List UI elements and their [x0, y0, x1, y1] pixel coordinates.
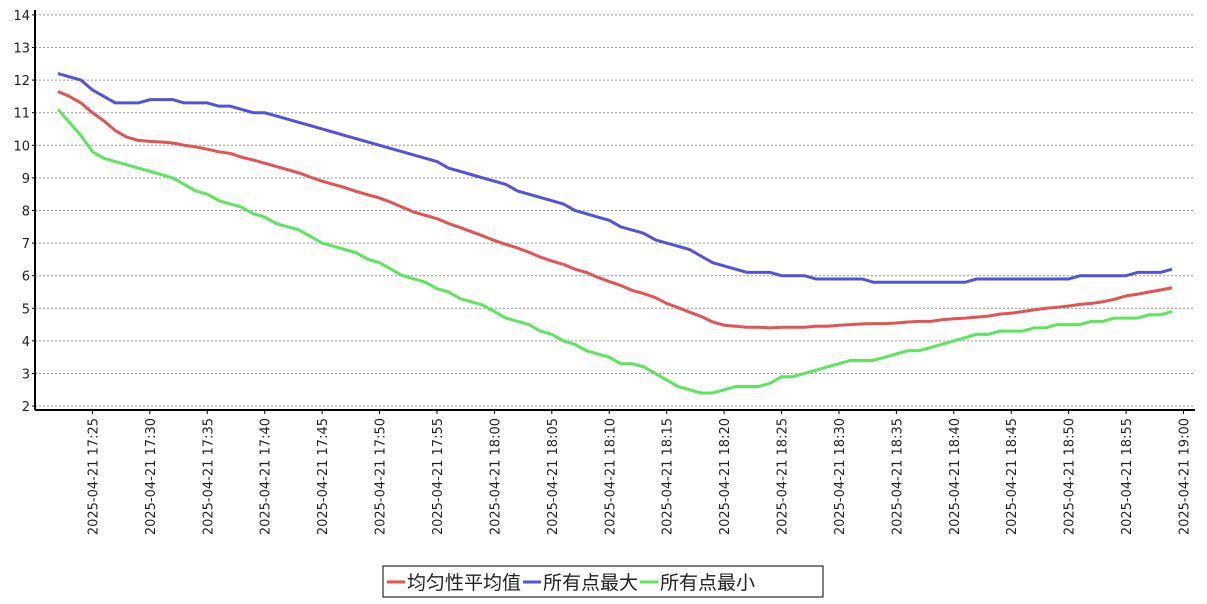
y-tick-label: 12 [13, 74, 30, 89]
y-tick-label: 5 [22, 302, 30, 317]
x-tick-label: 2025-04-21 18:35 [890, 418, 905, 535]
legend-box [382, 565, 824, 598]
y-tick-label: 3 [22, 367, 30, 382]
x-tick-label: 2025-04-21 18:40 [948, 418, 963, 535]
y-tick-label: 7 [22, 237, 30, 252]
x-tick-label: 2025-04-21 18:55 [1120, 418, 1135, 535]
x-tick-label: 2025-04-21 17:40 [259, 418, 274, 535]
x-tick-label: 2025-04-21 18:50 [1063, 418, 1078, 535]
x-tick-label: 2025-04-21 17:45 [316, 418, 331, 535]
x-tick-label: 2025-04-21 18:20 [718, 418, 733, 535]
legend-label: 均匀性平均值 [407, 572, 521, 594]
x-tick-label: 2025-04-21 18:10 [603, 418, 618, 535]
legend-label: 所有点最大 [543, 572, 638, 594]
series-line [57, 72, 1173, 284]
y-tick-label: 13 [13, 41, 30, 56]
x-tick-label: 2025-04-21 18:15 [661, 418, 676, 535]
y-tick-label: 10 [13, 139, 30, 154]
series-line [57, 90, 1173, 330]
x-tick-label: 2025-04-21 17:55 [431, 418, 446, 535]
x-tick-label: 2025-04-21 18:45 [1005, 418, 1020, 535]
y-tick-label: 8 [22, 204, 30, 219]
y-tick-label: 14 [13, 9, 30, 24]
y-tick-label: 11 [13, 107, 30, 122]
y-tick-label: 6 [22, 270, 30, 285]
legend-label: 所有点最小 [660, 572, 755, 594]
x-tick-label: 2025-04-21 17:35 [201, 418, 216, 535]
x-tick-label: 2025-04-21 17:25 [86, 418, 101, 535]
x-tick-label: 2025-04-21 17:50 [374, 418, 389, 535]
y-tick-label: 9 [22, 172, 30, 187]
y-tick-label: 4 [22, 335, 30, 350]
x-tick-label: 2025-04-21 17:30 [144, 418, 159, 535]
series-line [56, 108, 1173, 395]
x-tick-label: 2025-04-21 18:00 [488, 418, 503, 535]
x-tick-label: 2025-04-21 18:30 [833, 418, 848, 535]
y-tick-label: 2 [22, 400, 30, 415]
x-tick-label: 2025-04-21 18:05 [546, 418, 561, 535]
x-tick-label: 2025-04-21 18:25 [776, 418, 791, 535]
x-tick-label: 2025-04-21 19:00 [1178, 418, 1193, 535]
